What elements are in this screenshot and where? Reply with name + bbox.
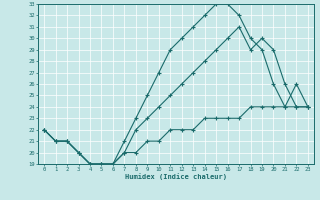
X-axis label: Humidex (Indice chaleur): Humidex (Indice chaleur) bbox=[125, 174, 227, 180]
